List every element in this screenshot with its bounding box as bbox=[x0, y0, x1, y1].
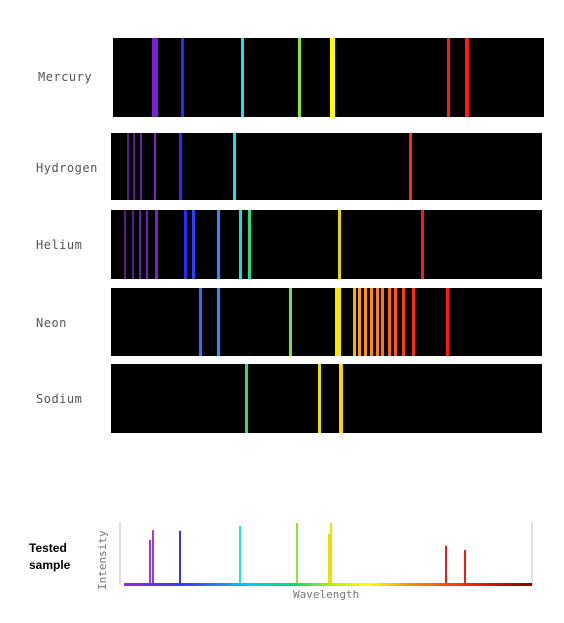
emission-spectrum-strip bbox=[111, 210, 542, 279]
emission-line bbox=[192, 210, 195, 279]
emission-line bbox=[152, 38, 158, 117]
element-label: Helium bbox=[36, 238, 83, 252]
emission-line bbox=[339, 364, 343, 433]
emission-spectrum-strip bbox=[111, 288, 542, 356]
emission-line bbox=[381, 288, 384, 356]
emission-line bbox=[353, 288, 356, 356]
emission-line bbox=[394, 288, 397, 356]
element-label: Sodium bbox=[36, 392, 83, 406]
emission-line bbox=[199, 288, 202, 356]
emission-line bbox=[376, 288, 379, 356]
emission-line bbox=[146, 210, 148, 279]
emission-line bbox=[289, 288, 292, 356]
emission-line bbox=[338, 210, 341, 279]
emission-line bbox=[446, 288, 449, 356]
element-label: Neon bbox=[36, 316, 67, 330]
emission-line bbox=[335, 288, 341, 356]
emission-line bbox=[133, 133, 135, 200]
emission-line bbox=[233, 133, 236, 200]
emission-line bbox=[358, 288, 361, 356]
emission-line bbox=[465, 38, 469, 117]
emission-line bbox=[132, 210, 134, 279]
emission-line bbox=[447, 38, 450, 117]
emission-line bbox=[409, 133, 412, 200]
emission-line bbox=[298, 38, 301, 117]
emission-line bbox=[421, 210, 424, 279]
emission-line bbox=[217, 288, 220, 356]
emission-line bbox=[248, 210, 251, 279]
emission-line bbox=[388, 288, 391, 356]
spectrum-baseline bbox=[124, 583, 532, 586]
emission-line bbox=[318, 364, 321, 433]
emission-spectrum-strip bbox=[111, 133, 542, 200]
x-axis-label: Wavelength bbox=[293, 588, 359, 601]
emission-line bbox=[245, 364, 248, 433]
peaks-group bbox=[149, 523, 466, 583]
emission-line bbox=[370, 288, 373, 356]
y-axis-label: Intensity bbox=[96, 530, 109, 590]
emission-line bbox=[127, 133, 129, 200]
emission-line bbox=[154, 133, 156, 200]
emission-line bbox=[184, 210, 187, 279]
emission-line bbox=[179, 133, 182, 200]
emission-line bbox=[124, 210, 126, 279]
emission-line bbox=[402, 288, 405, 356]
tested-sample-label: Tested sample bbox=[29, 541, 71, 572]
emission-line bbox=[239, 210, 242, 279]
emission-line bbox=[139, 210, 141, 279]
emission-spectrum-strip bbox=[111, 364, 542, 433]
element-label: Hydrogen bbox=[36, 161, 98, 175]
emission-line bbox=[364, 288, 367, 356]
element-label: Mercury bbox=[38, 70, 93, 84]
emission-line bbox=[241, 38, 244, 117]
emission-line bbox=[140, 133, 142, 200]
emission-line bbox=[412, 288, 415, 356]
emission-line bbox=[155, 210, 158, 279]
emission-spectrum-strip bbox=[113, 38, 544, 117]
emission-line bbox=[181, 38, 184, 117]
emission-line bbox=[217, 210, 220, 279]
emission-line bbox=[330, 38, 335, 117]
